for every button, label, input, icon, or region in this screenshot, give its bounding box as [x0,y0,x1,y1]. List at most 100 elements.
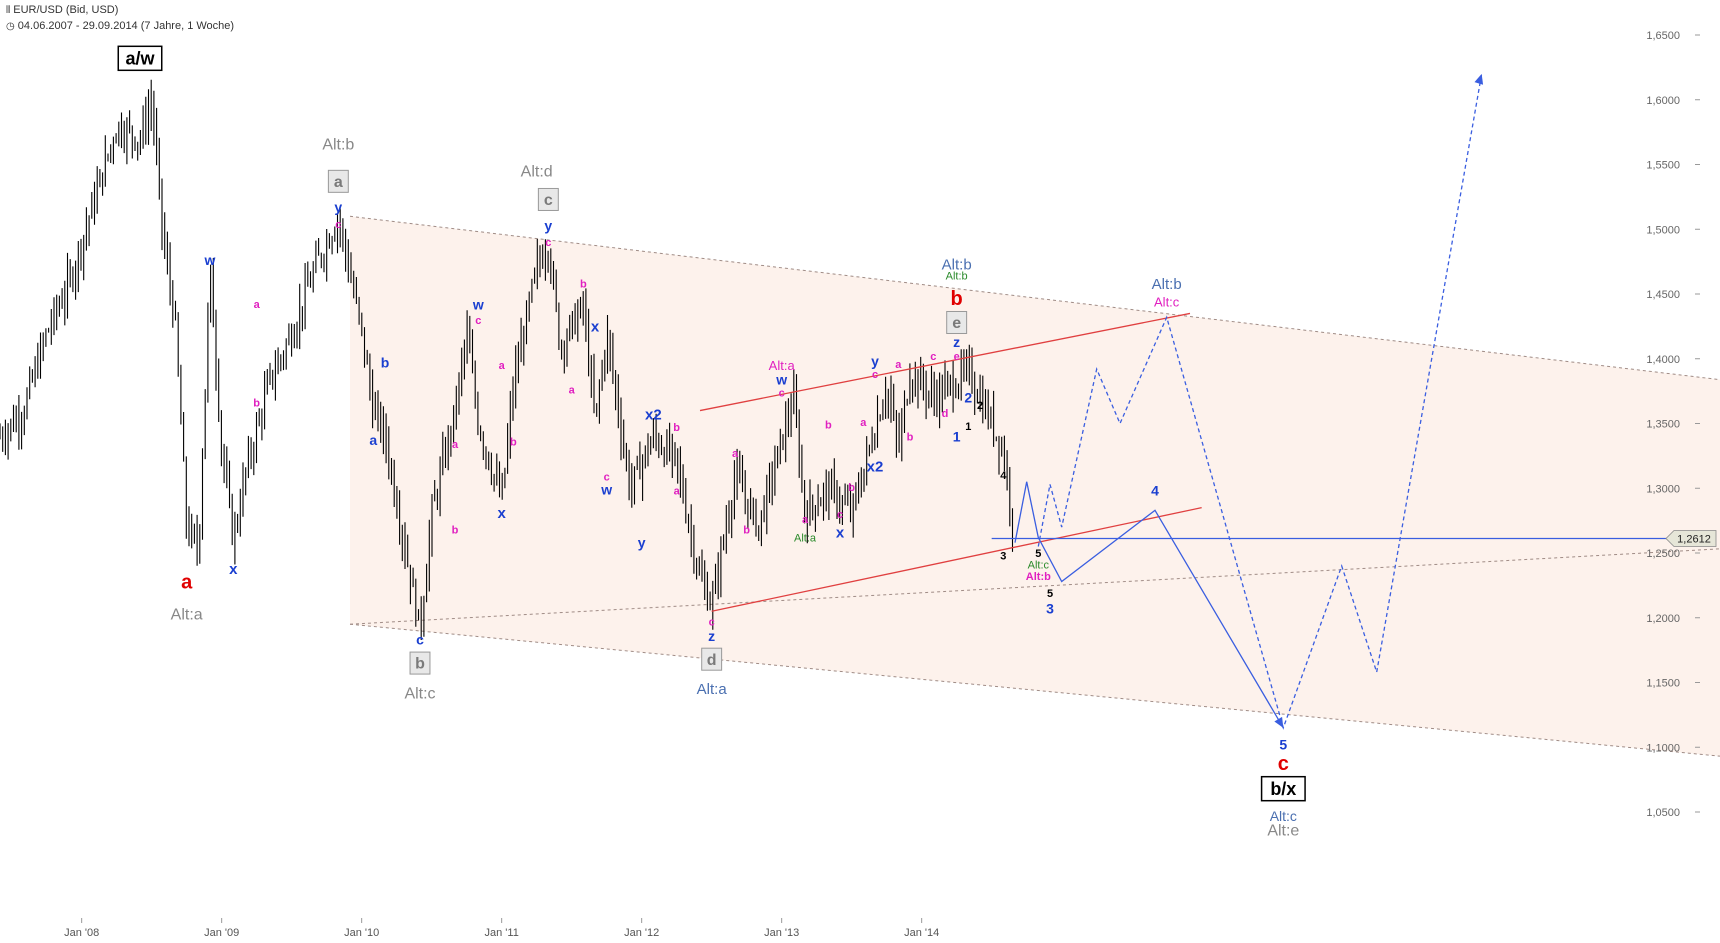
wave-label: b [510,436,517,448]
wave-label-text: w [472,296,484,312]
wave-label: x [591,319,600,336]
wave-label-text: a [860,417,867,429]
wave-label: 3 [1000,550,1006,562]
y-tick-label: 1,5000 [1646,224,1680,236]
wave-label-text: a [452,439,459,451]
price-tag-box [1665,530,1717,547]
wave-label-text: Alt:b [1152,276,1182,293]
wave-label: a [499,360,506,372]
wave-label-text: c [544,192,553,209]
wave-label-text: Alt:b [946,271,968,283]
y-tick-label: 1,6000 [1646,95,1680,107]
y-tick-label: 1,4500 [1646,289,1680,301]
wave-label: a [181,571,193,593]
wave-label: c [872,369,878,381]
wave-label: a [327,169,349,193]
wave-label: a [860,417,867,429]
wave-label-text: b [253,398,260,410]
wave-label: 2 [964,390,972,406]
wave-label-text: b [848,482,855,494]
wave-label-text: c [1278,753,1289,775]
x-tick-label: Jan '10 [344,927,379,939]
wave-label-text: Alt:c [404,685,435,702]
wave-label-text: a [732,448,739,460]
wave-label-text: a [334,174,343,191]
wave-label-box [537,187,559,211]
wave-label-text: Alt:a [697,681,728,698]
wave-label: c [335,219,341,231]
trend-line [699,312,1191,412]
wave-label-text: Alt:b [1026,571,1051,583]
wave-label: 5 [1047,588,1053,600]
wave-label: c [779,387,785,399]
wave-label: a [369,432,377,448]
channel-inner-line [349,548,1720,625]
wave-label: c [416,632,424,648]
wave-label: b [253,398,260,410]
date-range: ◷ 04.06.2007 - 29.09.2014 (7 Jahre, 1 Wo… [6,20,234,32]
wave-label-text: b [415,656,425,673]
wave-label-text: c [930,351,936,363]
y-tick-label: 1,5500 [1646,160,1680,172]
wave-label: Alt:a [794,532,817,544]
wave-label-text: b [825,420,832,432]
wave-label-text: e [952,315,961,332]
wave-label-text: y [544,217,552,233]
wave-label: 4 [1151,483,1159,499]
wave-label-text: 1 [965,421,971,433]
wave-label-text: x [591,319,600,336]
wave-label: c [545,237,551,249]
wave-label-text: a/w [125,49,155,69]
wave-label-text: c [872,369,878,381]
wave-label-text: Alt:a [171,606,203,623]
channel-fill [350,216,1720,757]
wave-label-text: b [510,436,517,448]
wave-label: a [569,385,576,397]
wave-label-text: Alt:c [1154,294,1180,309]
wave-label-text: c [837,509,843,521]
wave-label-text: c [604,471,610,483]
wave-label: Alt:d [521,164,553,181]
wave-label-text: y [638,535,646,551]
wave-label: a [895,359,902,371]
wave-label: 4 [1000,470,1007,482]
wave-label: b [381,355,390,371]
x-tick-label: Jan '12 [624,927,659,939]
wave-label-text: a [369,432,377,448]
x-tick-label: Jan '09 [204,927,239,939]
wave-label: 1 [965,421,971,433]
wave-label: c [837,509,843,521]
wave-label-text: a [499,360,506,372]
wave-label-text: x [836,525,845,542]
wave-label: y [638,535,646,551]
wave-label: Alt:a [769,358,796,373]
wave-label-text: b [743,525,750,537]
wave-label-text: x2 [645,407,662,424]
annotation-lines-layer: 1,2612 [699,73,1717,730]
wave-label: y [544,217,552,233]
wave-label-text: z [953,334,960,350]
wave-label-text: 3 [1046,601,1054,617]
wave-label: w [600,481,612,497]
y-tick-label: 1,4000 [1646,354,1680,366]
x-tick-label: Jan '13 [764,927,799,939]
wave-label-text: b [673,422,680,434]
projection-solid-path [1014,481,1284,729]
wave-label: d [942,408,949,420]
wave-label-text: 1 [953,428,961,444]
wave-label-text: y [871,353,879,369]
wave-label: b [580,278,587,290]
wave-labels-layer: a/waAlt:awxabAlt:baycbacbAlt:cabwcabxAlt… [117,45,1306,840]
wave-label: 5 [1035,548,1041,560]
wave-label-text: d [942,408,949,420]
wave-label: c [930,351,936,363]
wave-label: 1 [953,428,961,444]
wave-label-text: c [545,237,551,249]
wave-label: a [732,448,739,460]
wave-label: c [709,616,715,628]
wave-label-text: b [580,278,587,290]
x-tick-label: Jan '14 [904,927,939,939]
projection-arrow-head [1274,716,1284,728]
wave-label-text: Alt:d [521,164,553,181]
y-tick-label: 1,1500 [1646,678,1680,690]
